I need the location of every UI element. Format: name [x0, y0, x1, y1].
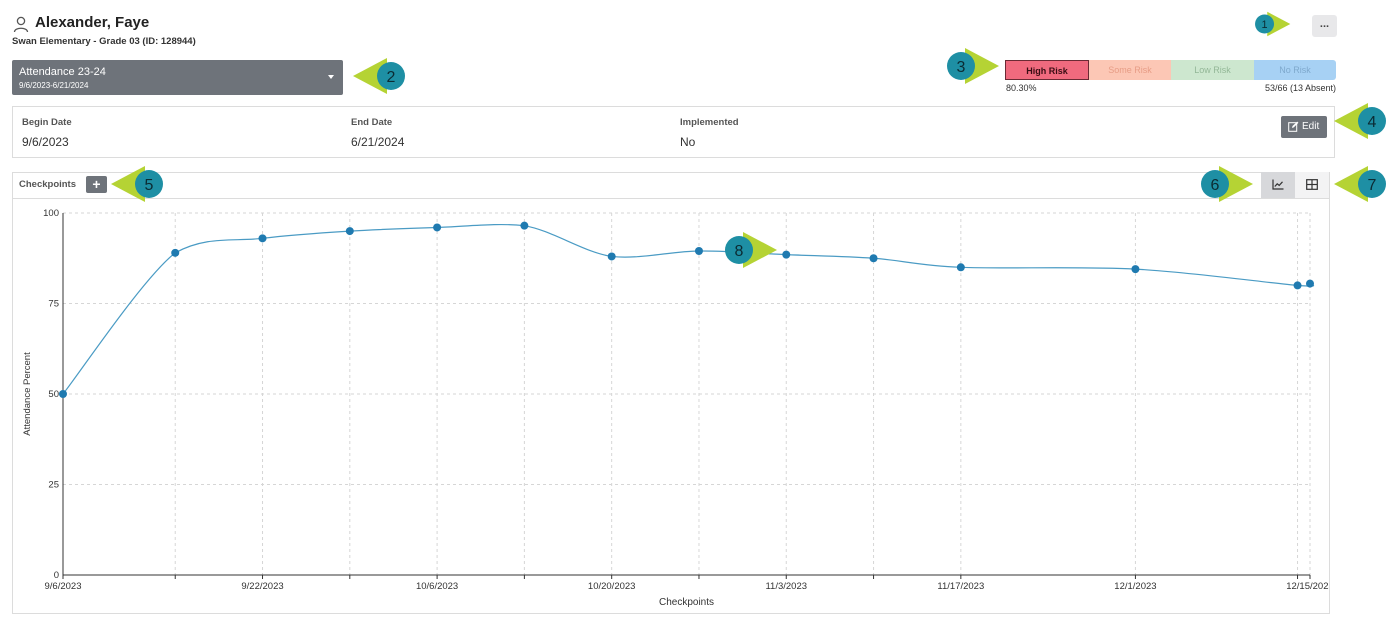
callout-7: 7	[1334, 166, 1386, 202]
student-name: Alexander, Faye	[35, 14, 150, 31]
data-point	[258, 234, 267, 243]
callout-3: 3	[947, 48, 999, 84]
data-point	[1131, 265, 1140, 274]
implemented-value: No	[680, 135, 696, 149]
data-point	[171, 248, 180, 257]
data-point	[433, 223, 442, 232]
y-tick-label: 25	[48, 480, 59, 491]
checkpoints-title: Checkpoints	[19, 179, 77, 190]
data-point	[59, 390, 67, 398]
edit-icon	[1288, 121, 1299, 132]
y-tick-label: 0	[54, 570, 59, 581]
person-icon	[13, 16, 29, 33]
svg-text:4: 4	[1368, 114, 1377, 131]
risk-percent: 80.30%	[1006, 83, 1037, 93]
data-point	[345, 227, 354, 236]
svg-text:6: 6	[1211, 177, 1220, 194]
risk-some-segment: Some Risk	[1089, 60, 1171, 80]
plan-dropdown[interactable]: Attendance 23-24 9/6/2023-6/21/2024	[12, 60, 343, 95]
table-icon	[1306, 179, 1318, 190]
begin-date-label: Begin Date	[22, 117, 72, 128]
end-date-value: 6/21/2024	[351, 135, 405, 149]
callout-1: 1	[1255, 11, 1291, 37]
x-tick-label: 11/17/2023	[937, 581, 984, 592]
line-chart-icon	[1272, 179, 1284, 190]
absent-summary: 53/66 (13 Absent)	[1264, 83, 1336, 93]
attendance-chart: 0 25 50 75 100 9/6/2023 9/22/2023 10/6/2023 10/2…	[22, 208, 1329, 608]
y-axis-title: Attendance Percent	[22, 352, 33, 436]
data-point	[607, 252, 616, 261]
attendance-line	[62, 223, 1315, 395]
data-point	[1293, 281, 1302, 290]
svg-text:2: 2	[387, 69, 396, 86]
svg-text:1: 1	[1262, 19, 1268, 31]
callout-6: 6	[1201, 166, 1253, 202]
svg-text:3: 3	[957, 59, 966, 76]
x-tick-label: 10/20/2023	[588, 581, 636, 592]
x-axis-title: Checkpoints	[659, 597, 714, 608]
implemented-label: Implemented	[680, 117, 739, 128]
x-tick-label: 9/22/2023	[241, 581, 283, 592]
risk-high-segment: High Risk	[1005, 60, 1089, 80]
svg-text:7: 7	[1368, 177, 1377, 194]
svg-text:5: 5	[145, 177, 154, 194]
x-tick-label: 10/6/2023	[416, 581, 458, 592]
x-tick-label: 11/3/2023	[765, 581, 807, 592]
data-point	[956, 263, 965, 272]
callout-8: 8	[725, 232, 777, 268]
risk-low-segment: Low Risk	[1171, 60, 1254, 80]
risk-none-segment: No Risk	[1254, 60, 1336, 80]
checkpoints-header	[12, 172, 1330, 198]
plan-info-panel: Begin Date 9/6/2023 End Date 6/21/2024 I…	[12, 106, 1335, 158]
edit-label: Edit	[1302, 121, 1320, 132]
caret-down-icon	[328, 75, 334, 79]
student-subtitle: Swan Elementary - Grade 03 (ID: 128944)	[12, 36, 196, 47]
chart-panel: 0 25 50 75 100 9/6/2023 9/22/2023 10/6/2023 10/2…	[12, 198, 1330, 614]
x-tick-label: 12/15/2023	[1286, 581, 1329, 592]
chart-view-button[interactable]	[1261, 172, 1295, 198]
callout-4: 4	[1334, 103, 1386, 139]
y-tick-label: 75	[48, 299, 59, 310]
plan-title: Attendance 23-24	[19, 66, 106, 78]
plan-date-range: 9/6/2023-6/21/2024	[19, 81, 89, 90]
callout-5: 5	[111, 166, 163, 202]
x-tick-label: 9/6/2023	[45, 581, 82, 592]
more-options-button[interactable]: ...	[1312, 15, 1337, 37]
y-tick-label: 50	[48, 389, 59, 400]
begin-date-value: 9/6/2023	[22, 135, 69, 149]
svg-text:8: 8	[735, 243, 744, 260]
x-tick-label: 12/1/2023	[1114, 581, 1156, 592]
data-point	[1306, 279, 1314, 288]
add-checkpoint-button[interactable]: +	[86, 176, 107, 193]
edit-button[interactable]: Edit	[1281, 116, 1327, 138]
callout-2: 2	[353, 58, 405, 94]
table-view-button[interactable]	[1295, 172, 1329, 198]
end-date-label: End Date	[351, 117, 393, 128]
data-point	[782, 250, 791, 259]
data-point	[520, 221, 529, 230]
data-point	[869, 254, 878, 263]
data-point	[694, 247, 703, 256]
y-tick-label: 100	[43, 208, 59, 219]
